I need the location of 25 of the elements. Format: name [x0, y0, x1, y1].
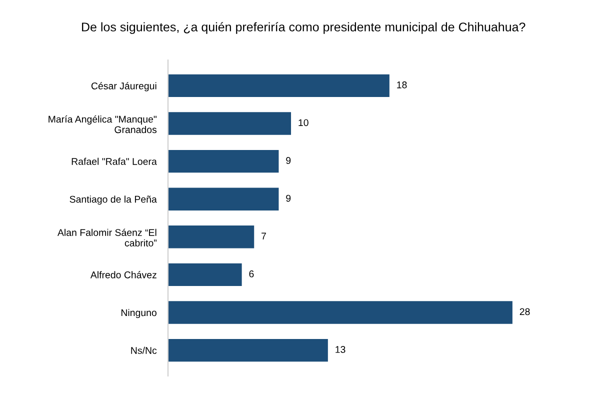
data-label: 13 — [336, 346, 346, 353]
bar — [168, 112, 292, 135]
data-label: 6 — [249, 270, 254, 278]
y-tick-label: Alfredo Chávez — [90, 271, 156, 278]
y-tick-label: Alan Falomir Sáenz “El cabrito” — [57, 228, 157, 246]
data-label: 28 — [520, 308, 530, 316]
data-label: 9 — [286, 194, 291, 202]
y-tick-label: Santiago de la Peña — [70, 196, 157, 205]
y-tick-label: Rafael "Rafa" Loera — [72, 158, 157, 165]
data-label: 7 — [262, 232, 266, 240]
bar — [168, 226, 254, 248]
data-label: 10 — [298, 119, 308, 126]
bar — [168, 263, 242, 286]
bar — [168, 188, 279, 210]
bar — [168, 74, 390, 98]
bar — [168, 338, 328, 362]
y-tick-label: Ns/Nc — [131, 346, 157, 354]
bar — [168, 301, 512, 324]
y-tick-label: María Angélica "Manque" Granados — [48, 115, 157, 134]
bar — [168, 150, 279, 173]
y-tick-label: Ninguno — [121, 308, 156, 318]
data-label: 9 — [286, 157, 291, 164]
data-label: 18 — [397, 81, 407, 88]
y-tick-label: César Jáuregui — [91, 82, 156, 92]
chart-title: De los siguientes, ¿a quién preferiría como presidente municipal de Chihuahua? — [82, 22, 526, 34]
